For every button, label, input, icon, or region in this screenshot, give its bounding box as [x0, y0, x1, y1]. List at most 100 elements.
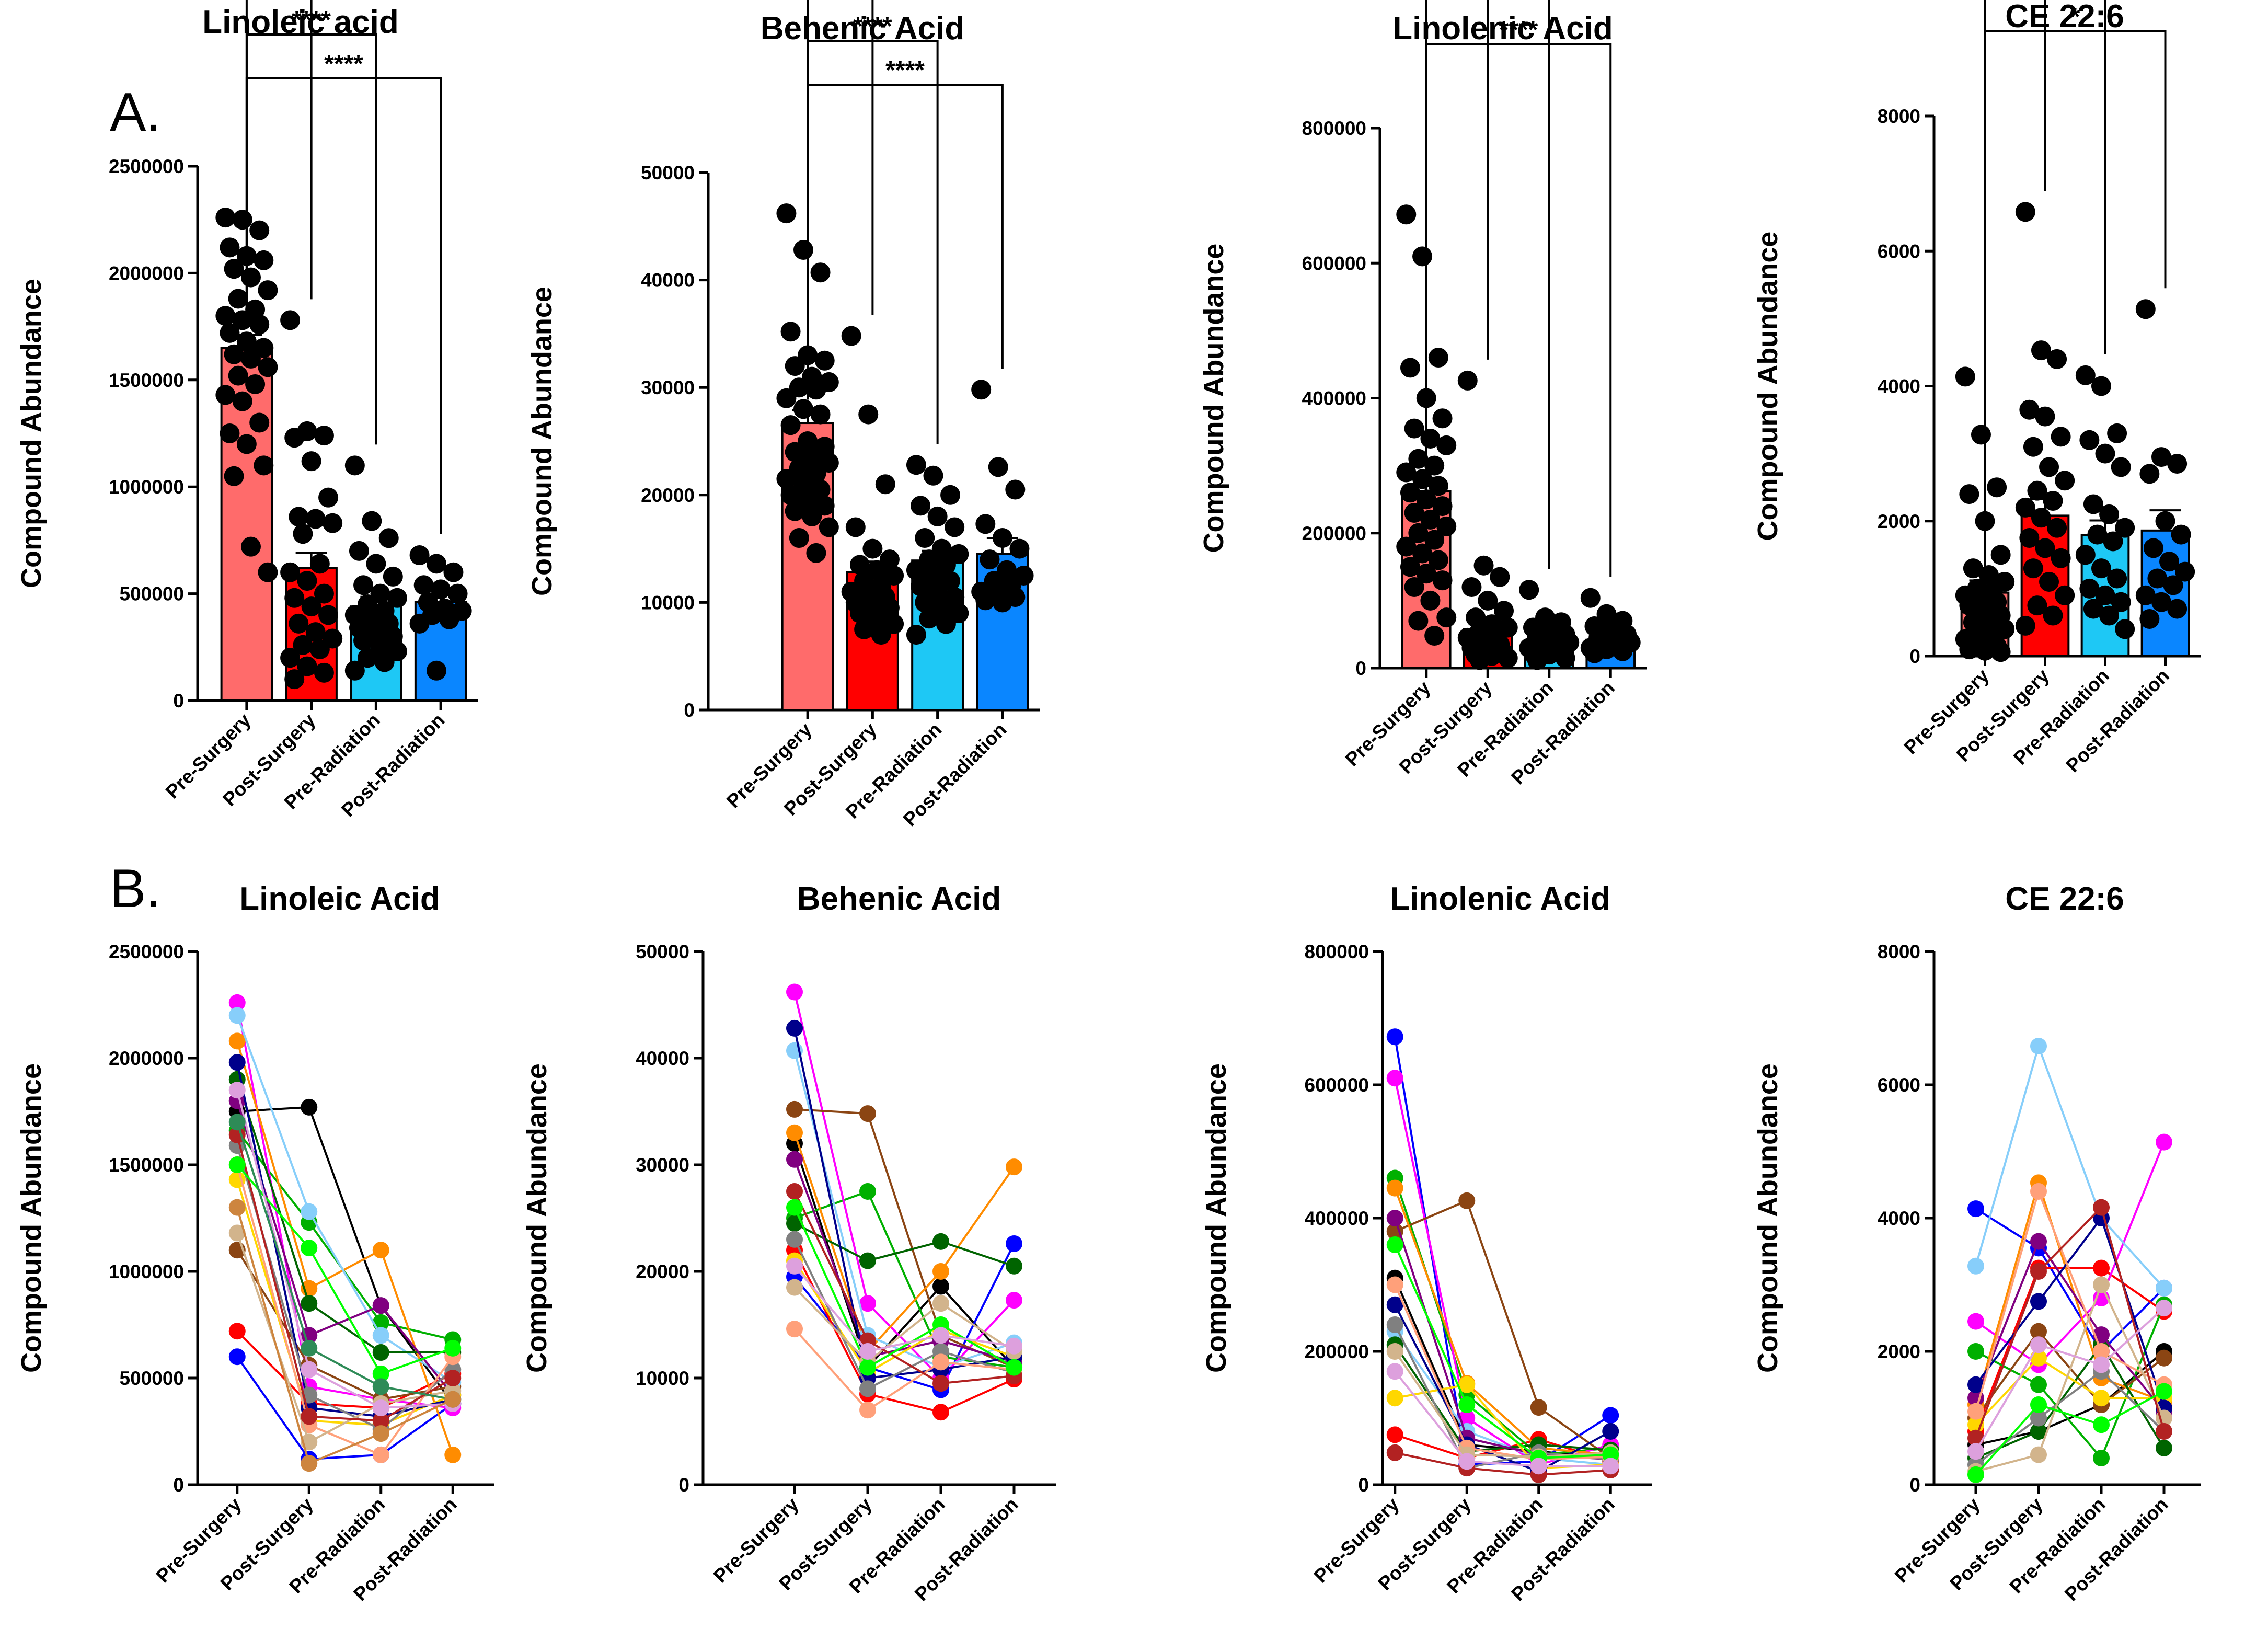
series-point [228, 1224, 246, 1242]
series-point [228, 994, 246, 1011]
series-point [859, 1183, 876, 1200]
series-point [786, 1151, 803, 1168]
data-point [849, 555, 870, 575]
data-point [1490, 567, 1510, 587]
y-tick-label: 500000 [120, 1368, 184, 1389]
significance-label: **** [292, 6, 331, 34]
data-point [980, 549, 1000, 570]
data-point [785, 442, 805, 462]
series-point [1386, 1390, 1403, 1407]
data-point [1420, 509, 1441, 530]
y-tick-label: 2000 [1878, 511, 1920, 532]
data-point [906, 455, 926, 475]
series-line [1975, 1239, 2165, 1413]
y-tick-label: 600000 [1302, 253, 1366, 274]
series-point [444, 1339, 462, 1357]
series-point [372, 1297, 389, 1314]
y-tick-label: 0 [684, 699, 695, 721]
data-point [780, 485, 801, 505]
series-point [1386, 1444, 1403, 1461]
data-point [849, 603, 870, 623]
data-point [2079, 578, 2100, 599]
y-tick-label: 1000000 [109, 1261, 184, 1282]
data-point [992, 592, 1012, 613]
data-point [284, 428, 305, 448]
data-point [1959, 639, 1979, 660]
data-point [1412, 246, 1433, 267]
data-point [284, 588, 305, 608]
series-point [1458, 1453, 1476, 1470]
y-tick-label: 8000 [1878, 941, 1920, 962]
data-point [2083, 599, 2103, 619]
data-point [2015, 497, 2035, 518]
series-point [1386, 1236, 1403, 1253]
series-point [228, 1007, 246, 1024]
significance-bracket [1984, 30, 2167, 570]
series-line [793, 1191, 1015, 1385]
series-point [228, 1348, 246, 1366]
data-point [1457, 370, 1478, 391]
series-point [932, 1278, 949, 1295]
series-point [2030, 1263, 2047, 1280]
data-point [911, 496, 931, 516]
data-point [2023, 558, 2043, 579]
data-point [2135, 299, 2156, 319]
data-point [362, 511, 382, 531]
series-point [372, 1425, 389, 1442]
data-point [431, 579, 451, 600]
series-point [2156, 1300, 2172, 1317]
series-point [1967, 1200, 1984, 1218]
series-point [786, 1019, 803, 1037]
data-point [2095, 443, 2115, 464]
data-point [236, 434, 257, 454]
data-point [2175, 561, 2195, 582]
data-point [249, 220, 270, 240]
series-point [932, 1327, 949, 1344]
data-point [2091, 376, 2111, 396]
data-point [1955, 366, 1975, 387]
series-point [2156, 1423, 2172, 1440]
series-line [793, 992, 1015, 1380]
chart-title: CE 22:6 [2005, 881, 2124, 917]
series-point [372, 1327, 389, 1344]
data-point [810, 262, 831, 283]
series-line [1975, 1042, 2165, 1289]
data-point [927, 506, 948, 526]
series-point [859, 1105, 876, 1122]
series-line [793, 1265, 1015, 1353]
data-point [1584, 643, 1605, 663]
data-point [1009, 538, 1030, 559]
series-line [1394, 1244, 1611, 1460]
y-axis-label: Compound Abundance [1752, 232, 1783, 541]
series-point [859, 1343, 876, 1360]
data-point [232, 391, 252, 411]
data-point [258, 280, 278, 301]
data-point [1494, 601, 1514, 621]
chart-title: Linolenic Acid [1392, 10, 1613, 47]
data-point [1580, 588, 1601, 608]
series-point [228, 1171, 246, 1188]
data-point [814, 350, 835, 371]
series-point [786, 983, 803, 1001]
y-tick-label: 0 [1909, 1474, 1920, 1496]
series-point [301, 1295, 318, 1312]
data-point [318, 605, 339, 625]
series-point [1967, 1376, 1984, 1393]
series-point [1386, 1363, 1403, 1380]
data-point [858, 404, 879, 425]
y-tick-label: 500000 [120, 583, 184, 605]
series-point [372, 1242, 389, 1259]
series-point [786, 1215, 803, 1232]
series-point [2030, 1376, 2047, 1393]
series-point [2030, 1293, 2047, 1310]
y-tick-label: 20000 [641, 485, 695, 506]
data-point [2031, 508, 2051, 528]
data-point [1432, 496, 1453, 517]
series-point [786, 1183, 803, 1200]
data-point [258, 562, 278, 582]
data-point [2083, 494, 2103, 514]
data-point [1428, 550, 1448, 570]
data-point [427, 554, 447, 574]
series-point [372, 1399, 389, 1417]
